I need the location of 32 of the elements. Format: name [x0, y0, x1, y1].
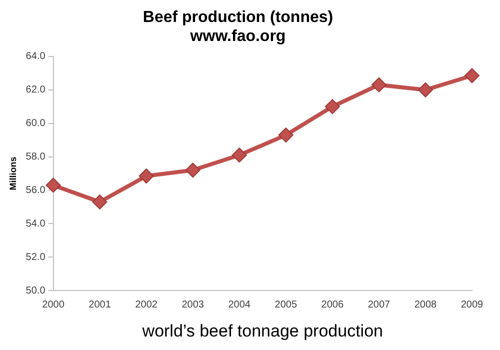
y-tick-label: 58.0 [26, 152, 46, 163]
x-tick-label: 2007 [368, 299, 391, 310]
y-tick-label: 52.0 [26, 252, 46, 263]
y-tick-label: 50.0 [26, 285, 46, 296]
x-tick-label: 2000 [42, 299, 65, 310]
x-tick-label: 2002 [135, 299, 158, 310]
text: www.fao.org [190, 28, 286, 46]
y-tick-label: 54.0 [26, 218, 46, 230]
point [464, 68, 480, 84]
y-tick-label: 56.0 [26, 184, 46, 196]
x-tick-label: 2005 [274, 299, 298, 310]
x-axis-title: world’s beef tonnage production [141, 321, 383, 340]
point [324, 99, 340, 114]
point [232, 148, 247, 163]
point [92, 194, 108, 210]
point [185, 162, 200, 178]
x-tick-label: 2003 [182, 299, 204, 310]
point [418, 82, 433, 98]
point [138, 168, 154, 184]
x-tick-label: 2009 [460, 299, 484, 310]
x-tick-label: 2006 [321, 299, 344, 310]
y-tick-label: 60.0 [26, 118, 46, 130]
point [46, 178, 61, 193]
x-tick-label: 2004 [228, 299, 251, 310]
x-tick-label: 2008 [414, 299, 438, 310]
point [371, 77, 386, 92]
point [278, 128, 294, 143]
y-tick-label: 62.0 [26, 84, 46, 96]
x-tick-label: 2001 [88, 299, 112, 310]
y-tick-label: 64.0 [26, 51, 46, 62]
text: Beef production (tonnes) [142, 9, 334, 26]
y-axis-title: Millions [8, 156, 18, 190]
